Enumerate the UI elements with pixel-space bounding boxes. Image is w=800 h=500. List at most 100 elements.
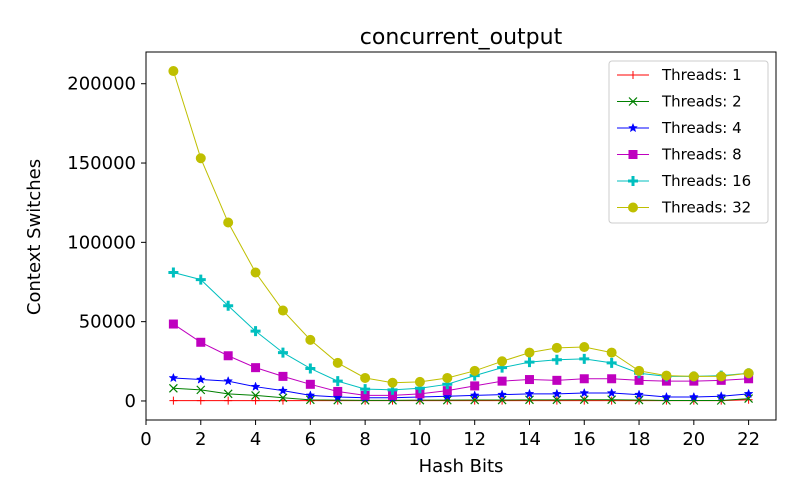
data-point	[580, 396, 589, 405]
data-point	[195, 274, 206, 285]
legend-label: Threads: 1	[661, 66, 742, 84]
data-point	[579, 353, 590, 364]
data-point	[743, 388, 754, 399]
data-point	[634, 389, 644, 399]
data-point	[744, 394, 754, 404]
data-point	[524, 375, 534, 385]
series-line	[172, 70, 749, 384]
y-tick-label: 50000	[79, 312, 136, 333]
legend-marker	[628, 122, 638, 133]
data-point	[606, 357, 617, 368]
data-point	[469, 390, 480, 400]
data-point	[634, 395, 644, 405]
data-point	[277, 305, 288, 316]
data-point	[716, 371, 727, 382]
data-point	[688, 371, 699, 382]
x-tick-label: 10	[408, 429, 431, 450]
y-tick-label: 200000	[67, 74, 136, 95]
data-point	[196, 396, 205, 405]
y-tick-label: 100000	[67, 232, 136, 253]
data-point	[250, 326, 261, 337]
data-point	[497, 356, 508, 367]
data-point	[470, 381, 480, 391]
series-line	[173, 377, 749, 399]
data-point	[196, 385, 206, 395]
data-point	[168, 319, 178, 329]
series-line	[173, 387, 749, 401]
data-point	[195, 153, 206, 164]
data-point	[223, 351, 233, 361]
data-point	[224, 396, 233, 405]
data-point	[551, 388, 562, 399]
data-point	[169, 396, 178, 405]
data-point	[469, 365, 480, 376]
data-point	[168, 383, 178, 393]
y-tick-label: 0	[125, 391, 136, 412]
data-point	[414, 376, 425, 387]
legend-marker	[628, 202, 638, 213]
legend-items: Threads: 1 Threads: 2 Threads: 4 Threads: 8…	[617, 66, 751, 217]
series-layer	[168, 66, 754, 405]
y-axis: 0 50000 100000 150000 200000	[67, 74, 146, 412]
data-point	[332, 376, 343, 387]
data-point	[223, 389, 233, 399]
data-point	[250, 267, 261, 278]
data-point	[360, 372, 371, 383]
data-point	[305, 334, 316, 345]
data-point	[168, 267, 179, 278]
legend-label: Threads: 2	[661, 93, 742, 111]
data-point	[524, 347, 535, 358]
series-2	[168, 383, 754, 405]
x-axis-label: Hash Bits	[419, 456, 504, 477]
data-point	[277, 347, 288, 358]
chart-title: concurrent_output	[360, 25, 563, 50]
legend: Threads: 1 Threads: 2 Threads: 4 Threads: 8…	[608, 60, 769, 224]
x-tick-label: 4	[250, 429, 261, 450]
legend-item: Threads: 1	[617, 66, 742, 84]
legend-marker	[628, 97, 638, 106]
legend-marker	[628, 176, 638, 186]
data-point	[442, 395, 452, 405]
data-point	[606, 387, 617, 398]
data-point	[196, 337, 206, 347]
data-point	[607, 395, 617, 405]
series-line	[173, 271, 749, 391]
data-point	[223, 300, 234, 311]
data-point	[634, 365, 645, 376]
data-point	[332, 357, 343, 368]
data-point	[497, 389, 508, 399]
legend-label: Threads: 8	[661, 146, 742, 164]
data-point	[524, 357, 535, 368]
data-point	[333, 386, 343, 396]
plot-frame	[145, 51, 777, 421]
data-point	[442, 372, 453, 383]
data-point	[716, 391, 727, 401]
data-point	[470, 395, 480, 405]
data-point	[497, 395, 507, 405]
x-tick-label: 12	[463, 429, 486, 450]
series-line	[173, 323, 749, 396]
data-point	[305, 363, 316, 374]
data-point	[661, 391, 672, 402]
data-point	[278, 371, 288, 381]
legend-item: Threads: 4	[617, 119, 742, 137]
x-tick-label: 6	[305, 429, 316, 450]
data-point	[305, 390, 316, 400]
data-point	[579, 374, 589, 384]
data-point	[743, 368, 754, 379]
y-tick-label: 150000	[67, 153, 136, 174]
data-point	[168, 66, 179, 77]
data-point	[278, 393, 288, 403]
data-point	[524, 388, 535, 399]
data-point	[552, 375, 562, 385]
legend-item: Threads: 32	[617, 199, 751, 217]
data-point	[689, 396, 699, 405]
data-point	[223, 217, 234, 228]
data-point	[606, 347, 617, 358]
data-point	[579, 342, 590, 353]
legend-label: Threads: 4	[661, 119, 742, 137]
series-6	[168, 66, 754, 388]
x-tick-label: 16	[573, 429, 596, 450]
data-point	[387, 377, 398, 388]
legend-marker	[628, 150, 638, 159]
